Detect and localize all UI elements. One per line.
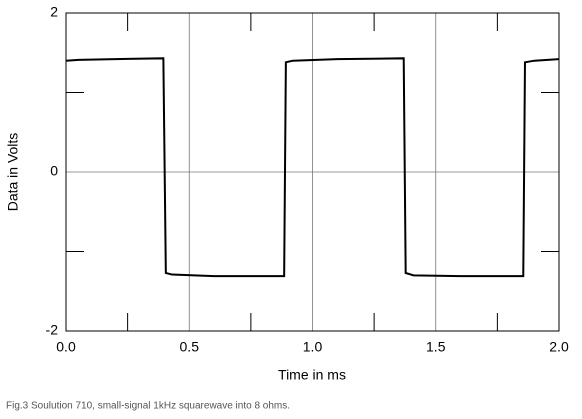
x-tick-label: 0.5: [180, 339, 200, 355]
y-tick-label: 2: [50, 4, 58, 20]
x-tick-label: 2.0: [549, 339, 569, 355]
x-tick-label: 1.0: [303, 339, 323, 355]
y-tick-label: 0: [50, 163, 58, 179]
caption: Fig.3 Soulution 710, small-signal 1kHz s…: [6, 401, 290, 412]
x-axis-label: Time in ms: [278, 367, 346, 383]
y-tick-label: -2: [46, 322, 59, 338]
x-tick-label: 1.5: [426, 339, 446, 355]
plot-frame: [65, 12, 560, 332]
data-line: [65, 57, 560, 278]
y-axis-label: Data in Volts: [5, 133, 21, 212]
x-tick-label: 0.0: [56, 339, 76, 355]
